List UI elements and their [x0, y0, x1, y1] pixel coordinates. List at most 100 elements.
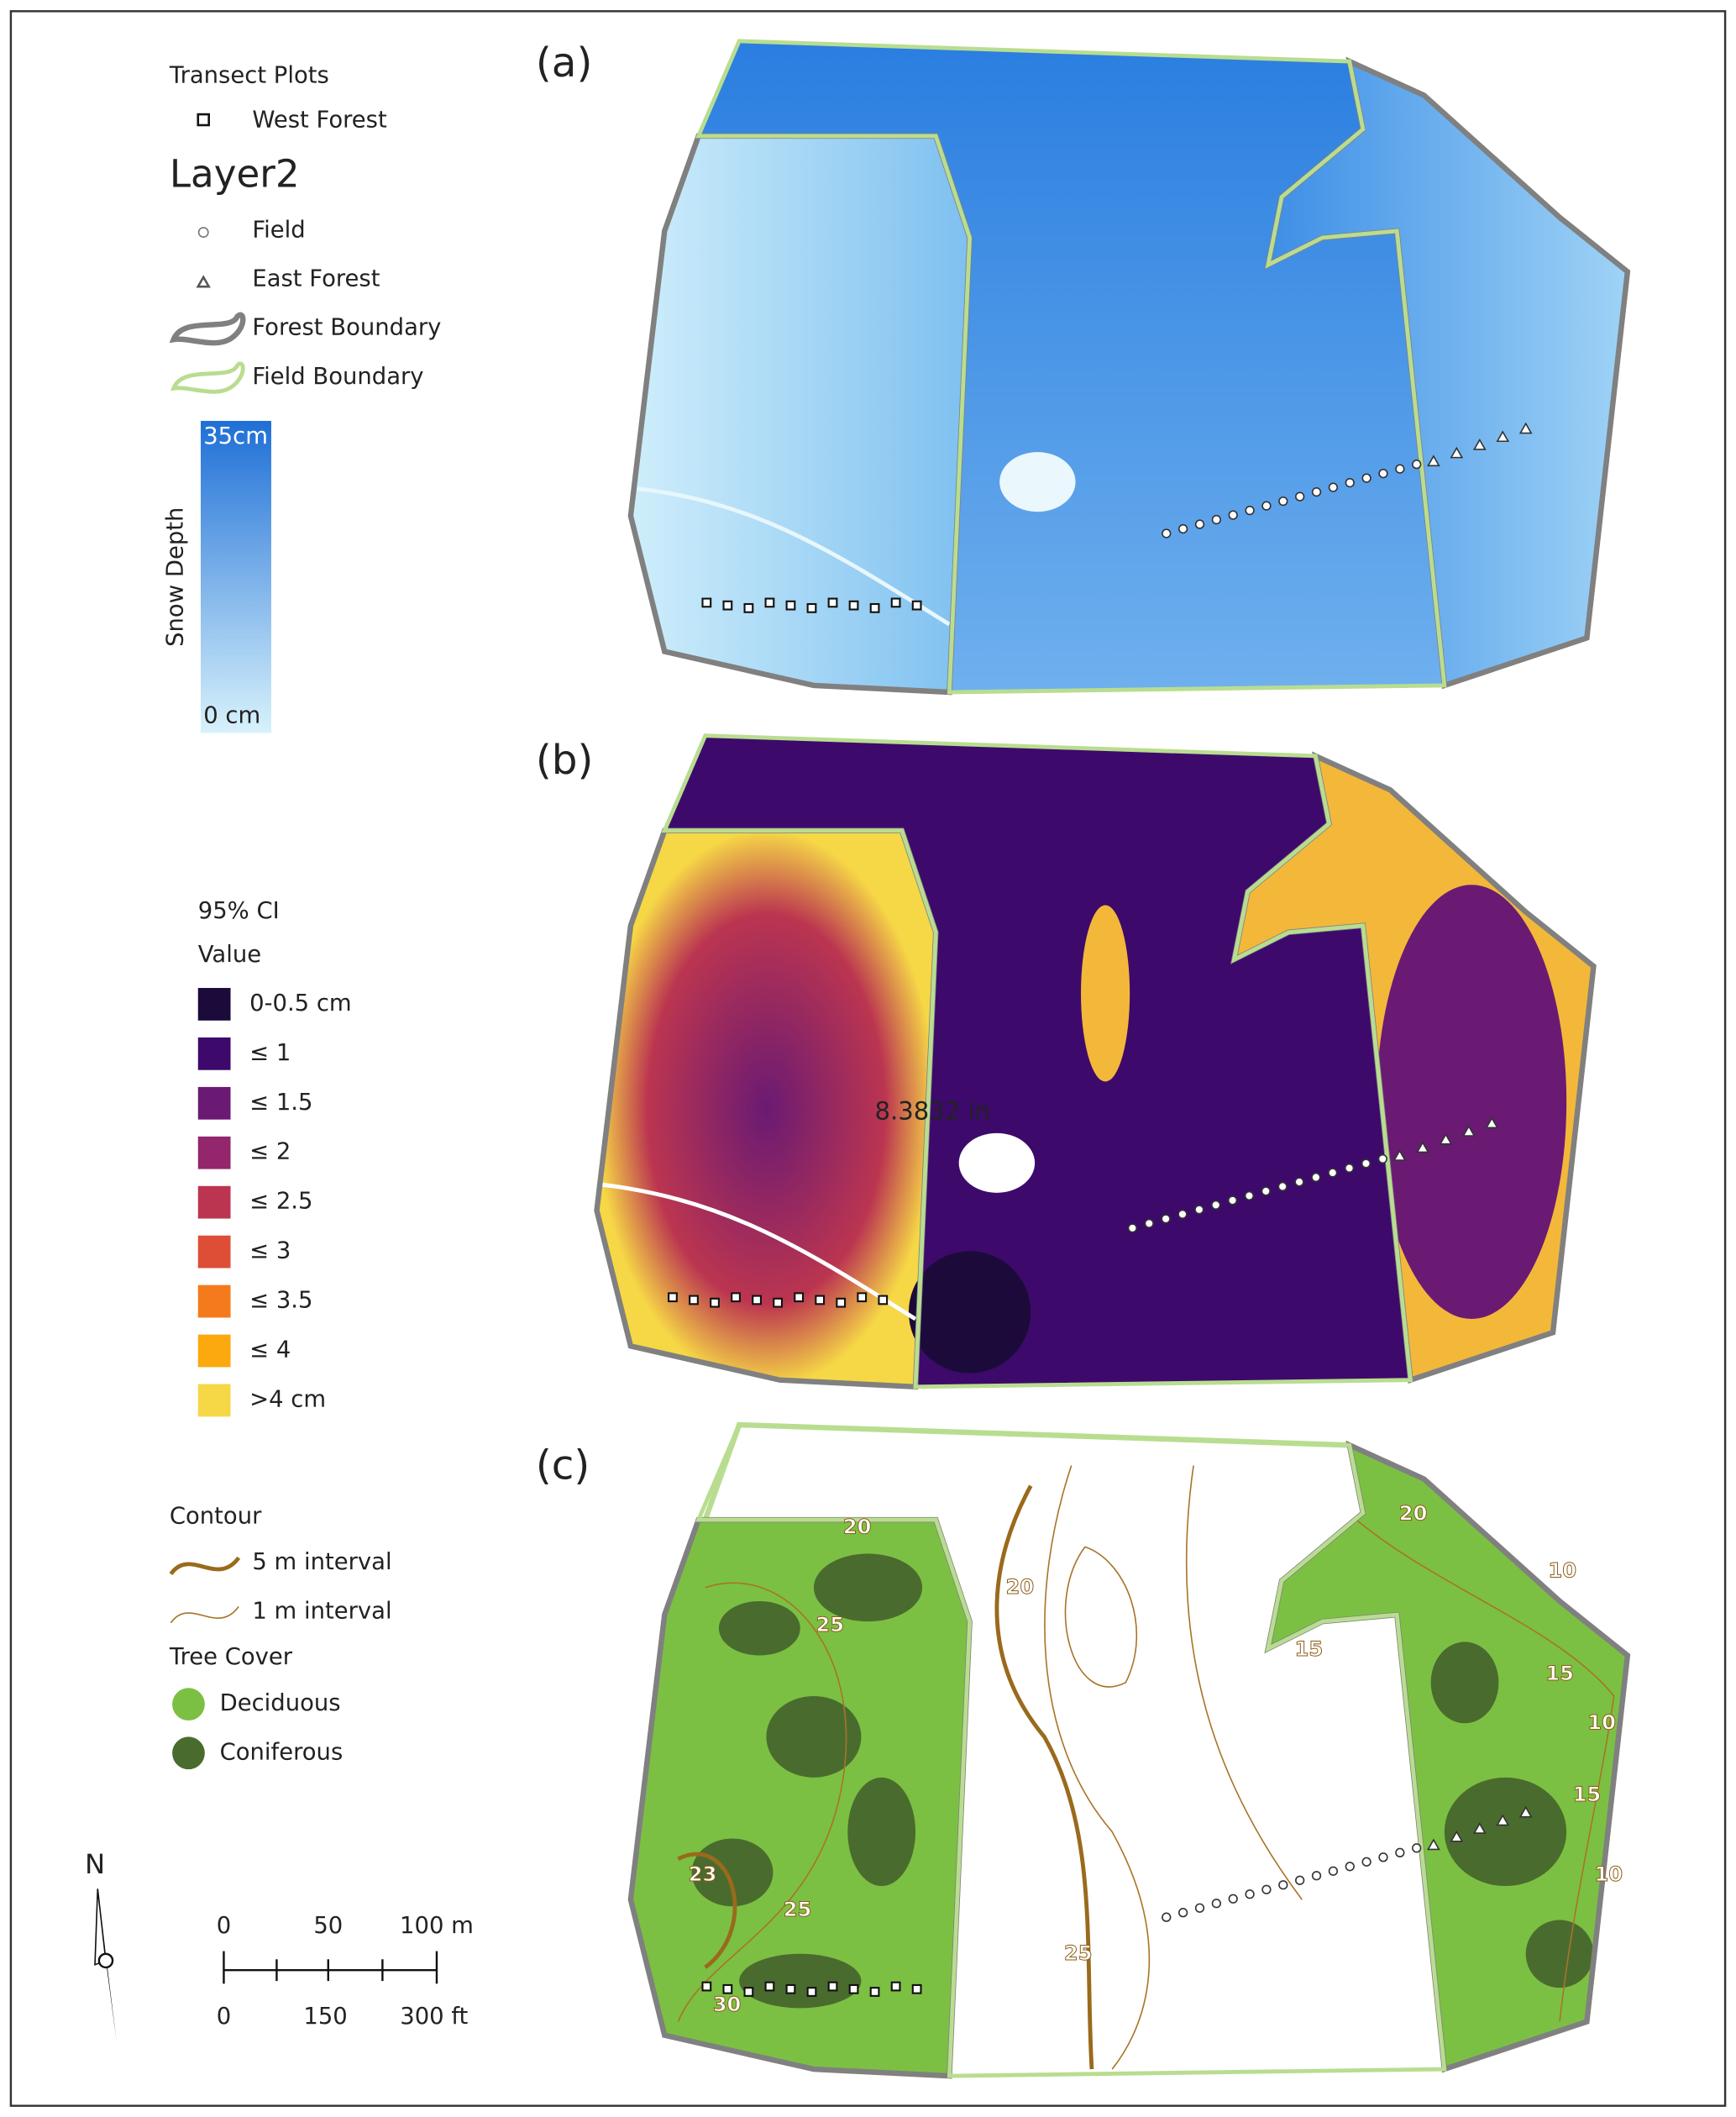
field-plot: [1177, 1209, 1188, 1220]
legend-swatch: [197, 1284, 231, 1318]
field-plot: [1194, 519, 1205, 529]
field-plot: [1328, 1866, 1339, 1876]
legend-label: 0-0.5 cm: [249, 990, 352, 1016]
field-boundary: [661, 733, 1413, 1389]
legend-swatch: [197, 1235, 231, 1269]
field-plot: [1244, 1190, 1255, 1201]
field-plot: [1395, 1847, 1405, 1857]
west-forest-plot: [869, 602, 880, 613]
legend-symbol: [170, 1605, 239, 1624]
west-forest-plot: [869, 1987, 880, 1997]
legend-label: >4 cm: [249, 1386, 326, 1412]
panel-overlay: [627, 1422, 1631, 2079]
west-forest-plot: [785, 1983, 796, 1994]
legend-title: Value: [198, 942, 261, 968]
legend-label: East Forest: [252, 266, 380, 292]
scale-label: 0: [217, 1913, 231, 1939]
annotation: 8.3832 in: [875, 1097, 990, 1126]
west-forest-plot: [806, 1987, 817, 1997]
field-plot: [1277, 1181, 1288, 1192]
panel-label: (c): [536, 1442, 590, 1489]
field-plot: [1361, 1857, 1371, 1867]
panel-overlay: [627, 39, 1631, 696]
east-forest-plot: [1496, 1814, 1510, 1826]
scale-label: 50: [313, 1913, 343, 1939]
field-plot: [1328, 1168, 1338, 1178]
east-forest-plot: [1439, 1132, 1453, 1145]
west-forest-plot: [890, 1981, 901, 1992]
east-forest-plot: [1485, 1116, 1499, 1129]
contour-label: 25: [1064, 1941, 1093, 1965]
panel-b: [590, 722, 1676, 1408]
east-forest-plot: [1450, 446, 1464, 459]
field-plot: [1177, 1908, 1188, 1918]
panel-a: [630, 40, 1709, 707]
east-forest-plot: [1496, 430, 1510, 443]
field-plot: [1194, 1903, 1205, 1913]
field-plot: [1412, 1843, 1422, 1853]
contour-label: 20: [1006, 1575, 1035, 1599]
legend-swatch: [197, 1136, 231, 1169]
legend-symbol: [172, 1688, 205, 1721]
east-forest-plot: [1462, 1125, 1476, 1137]
west-forest-plot: [878, 1295, 889, 1305]
field-plot: [1294, 1177, 1304, 1187]
north-arrow: [97, 1952, 114, 1969]
field-plot: [1144, 1218, 1154, 1229]
west-forest-plot: [827, 1981, 838, 1992]
scale-label: 300 ft: [400, 2004, 468, 2030]
field-plot: [1161, 1214, 1171, 1224]
field-plot: [1228, 510, 1238, 520]
panel-c: [630, 1421, 1628, 2077]
legend-title: Layer2: [170, 151, 300, 196]
contour-label: 23: [689, 1862, 717, 1886]
west-forest-plot: [890, 597, 901, 608]
legend-title: Contour: [170, 1503, 262, 1529]
north-label: N: [85, 1848, 105, 1880]
field-plot: [1311, 1871, 1322, 1881]
legend-label: ≤ 1: [249, 1040, 291, 1066]
contour-label: 25: [816, 1613, 844, 1636]
legend-symbol: [197, 227, 209, 239]
legend-label: ≤ 1.5: [249, 1090, 312, 1116]
legend-title: 95% CI: [198, 898, 280, 924]
field-plot: [1311, 1172, 1321, 1183]
east-forest-plot: [1450, 1830, 1464, 1842]
legend-label: ≤ 3: [249, 1238, 291, 1264]
west-forest-plot: [794, 1292, 805, 1303]
contour-label: 10: [1587, 1710, 1616, 1734]
panel-overlay: [594, 733, 1597, 1390]
legend-symbol: [196, 275, 211, 288]
legend-swatch: [197, 1185, 231, 1219]
scale-label: 150: [303, 2004, 347, 2030]
contour-label: 20: [843, 1516, 872, 1539]
color-bar: [200, 421, 271, 733]
field-plot: [1245, 505, 1255, 516]
west-forest-plot: [773, 1297, 784, 1308]
west-forest-plot: [836, 1297, 847, 1308]
west-forest-plot: [815, 1295, 826, 1305]
scale-label: 0: [217, 2004, 231, 2030]
field-boundary: [695, 1422, 1447, 2078]
west-forest-plot: [668, 1292, 678, 1303]
scale-label: 100 m: [400, 1913, 474, 1939]
scale-bar: [223, 1951, 438, 1984]
legend-label: Field Boundary: [252, 364, 423, 390]
west-forest-plot: [785, 600, 796, 611]
west-forest-plot: [764, 597, 775, 608]
legend-label: ≤ 2.5: [249, 1189, 312, 1215]
west-forest-plot: [827, 597, 838, 608]
west-forest-plot: [764, 1981, 775, 1992]
west-forest-plot: [743, 602, 754, 613]
west-forest-plot: [743, 1987, 754, 1997]
legend-label: ≤ 3.5: [249, 1288, 312, 1314]
legend-label: Field: [252, 217, 305, 243]
field-plot: [1344, 1163, 1355, 1174]
west-forest-plot: [911, 600, 922, 611]
field-boundary: [695, 39, 1447, 695]
legend-label: 5 m interval: [252, 1549, 391, 1575]
field-plot: [1328, 482, 1339, 492]
field-plot: [1261, 501, 1272, 511]
legend-label: 1 m interval: [252, 1598, 391, 1624]
legend-title: Transect Plots: [169, 62, 329, 88]
